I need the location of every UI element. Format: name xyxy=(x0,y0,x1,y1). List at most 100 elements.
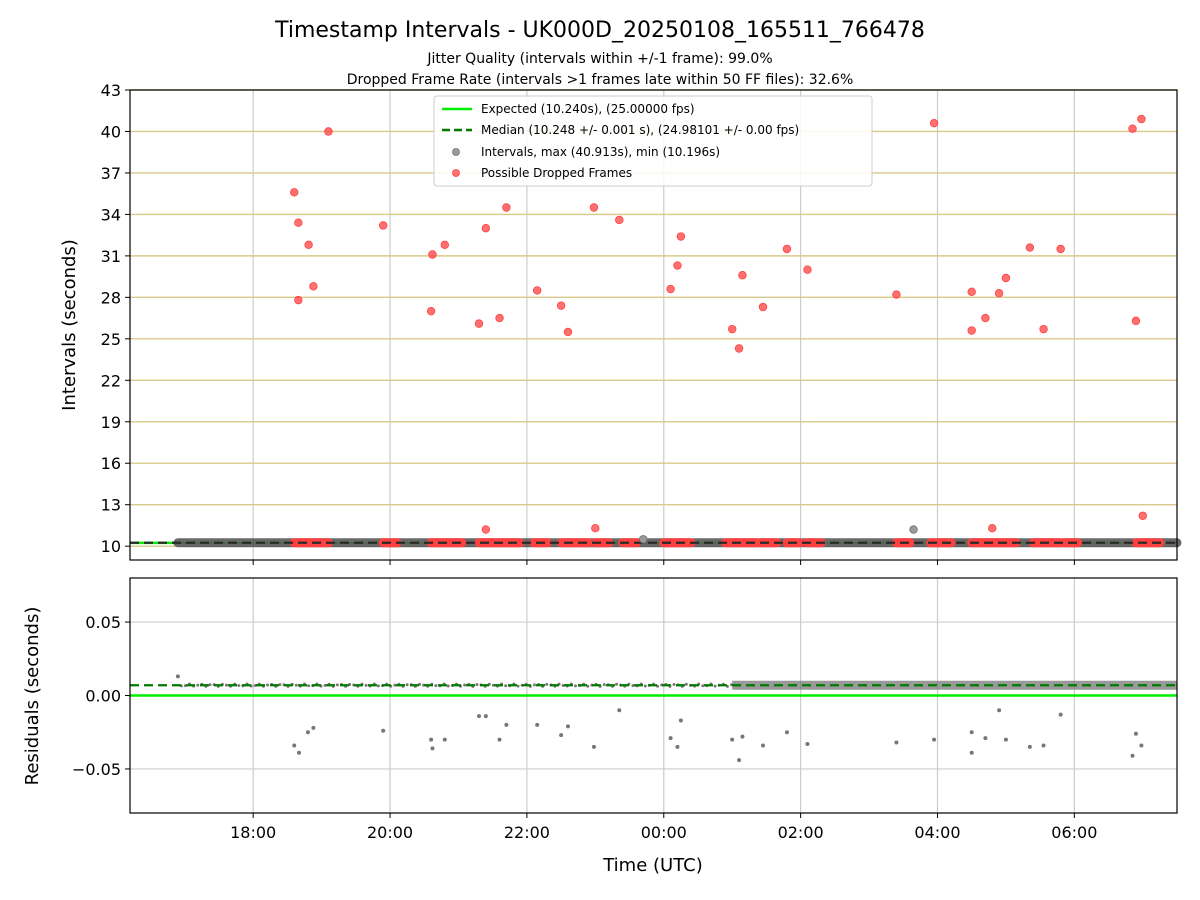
top-y-tick-label: 13 xyxy=(101,496,121,515)
dropped-frame-point xyxy=(967,326,976,335)
residual-point xyxy=(684,682,688,686)
residual-point xyxy=(175,674,180,679)
residual-point xyxy=(446,684,450,688)
residual-point xyxy=(504,684,508,688)
legend-expected-label: Expected (10.240s), (25.00000 fps) xyxy=(481,102,695,116)
residual-point xyxy=(591,744,596,749)
residual-point xyxy=(675,744,680,749)
dropped-frame-point xyxy=(556,301,566,310)
residual-point xyxy=(532,683,536,687)
residual-point xyxy=(504,722,509,727)
x-axis-label: Time (UTC) xyxy=(602,855,703,876)
dropped-frame-point xyxy=(481,224,491,233)
dropped-frame-point xyxy=(981,313,990,323)
x-tick-label: 06:00 xyxy=(1051,823,1097,842)
dropped-frame-point xyxy=(1138,511,1147,520)
top-y-axis-label: Intervals (seconds) xyxy=(59,239,80,411)
dropped-frame-point xyxy=(673,261,682,270)
dropped-frame-point xyxy=(734,344,744,353)
dropped-frame-point xyxy=(290,188,299,197)
dropped-frame-point xyxy=(782,244,792,254)
residual-point xyxy=(1003,737,1008,742)
residual-point xyxy=(237,684,241,688)
x-tick-label: 18:00 xyxy=(230,823,276,842)
top-y-tick-label: 10 xyxy=(101,537,121,556)
dropped-frame-point xyxy=(309,282,318,291)
dropped-frame-point xyxy=(1137,114,1146,124)
residual-point xyxy=(535,722,540,727)
residual-point xyxy=(969,730,974,735)
residual-point xyxy=(701,684,705,688)
residual-point xyxy=(602,683,606,687)
residual-point xyxy=(573,684,577,688)
dropped-frame-point xyxy=(892,290,901,299)
residual-point xyxy=(497,737,502,742)
residual-point xyxy=(672,683,676,687)
dropped-frame-point xyxy=(324,127,333,136)
residual-point xyxy=(545,682,549,686)
dropped-frame-point xyxy=(294,218,303,227)
residual-point xyxy=(1041,743,1046,748)
top-y-tick-label: 28 xyxy=(101,288,121,307)
top-plot-frame xyxy=(129,89,1178,561)
residual-point xyxy=(393,683,397,687)
residual-point xyxy=(463,683,467,687)
dropped-frame-point xyxy=(440,240,449,250)
dropped-frame-point xyxy=(615,215,624,225)
dropped-frame-point xyxy=(727,324,737,334)
dropped-frame-point xyxy=(304,240,313,250)
residual-point xyxy=(297,750,302,755)
top-y-tick-label: 34 xyxy=(101,205,121,224)
residual-point xyxy=(376,684,380,688)
bottom-plot-axes: 18:00 20:00 22:00 00:00 02:00 04:00 06:00 0.05 0… xyxy=(72,613,1097,842)
bottom-y-tick-label: 0.05 xyxy=(85,613,121,632)
dropped-frame-point xyxy=(1025,243,1035,252)
top-y-tick-label: 16 xyxy=(101,454,121,473)
residual-point xyxy=(430,746,435,751)
dropped-frame-point xyxy=(666,284,675,294)
dropped-frame-point xyxy=(378,221,388,230)
residual-point xyxy=(894,740,899,745)
dropped-frame-point xyxy=(591,524,600,533)
legend-dropped-label: Possible Dropped Frames xyxy=(481,166,632,180)
residual-point xyxy=(442,737,447,742)
residual-point xyxy=(477,714,481,719)
dropped-frame-point xyxy=(532,286,542,295)
residual-point xyxy=(475,683,479,687)
dropped-frame-point xyxy=(481,525,491,534)
top-y-tick-label: 25 xyxy=(101,330,121,349)
residual-point xyxy=(760,743,765,748)
x-tick-label: 22:00 xyxy=(504,823,550,842)
dropped-frame-point xyxy=(563,327,573,337)
dropped-frame-point xyxy=(426,306,436,316)
residual-point xyxy=(631,684,635,688)
residual-point xyxy=(740,734,745,739)
residual-point xyxy=(294,683,298,687)
bottom-plot-marks xyxy=(130,674,1177,763)
residual-point xyxy=(208,683,212,687)
residual-point xyxy=(737,758,742,763)
dropped-frame-point xyxy=(474,319,484,328)
residual-point xyxy=(224,683,228,687)
residual-point xyxy=(381,728,386,733)
bottom-y-tick-label: −0.05 xyxy=(72,760,121,779)
top-y-tick-label: 22 xyxy=(101,371,121,390)
dropped-frame-point xyxy=(1056,244,1065,254)
dropped-frame-point xyxy=(1128,124,1137,133)
residual-point xyxy=(1027,744,1032,749)
residual-point xyxy=(805,741,810,746)
residual-point xyxy=(307,684,311,688)
residual-point xyxy=(266,683,270,687)
residual-point xyxy=(323,683,327,687)
residual-point xyxy=(364,683,368,687)
residual-point xyxy=(278,683,282,687)
dropped-frame-point xyxy=(428,250,437,259)
residual-point xyxy=(516,684,520,688)
chart-subtitle-dropped-rate: Dropped Frame Rate (intervals >1 frames … xyxy=(347,72,854,88)
residual-point xyxy=(678,718,683,723)
x-tick-label: 04:00 xyxy=(914,823,960,842)
top-plot-marks xyxy=(130,114,1182,548)
residual-point xyxy=(335,683,339,687)
dropped-frame-point xyxy=(758,302,768,312)
